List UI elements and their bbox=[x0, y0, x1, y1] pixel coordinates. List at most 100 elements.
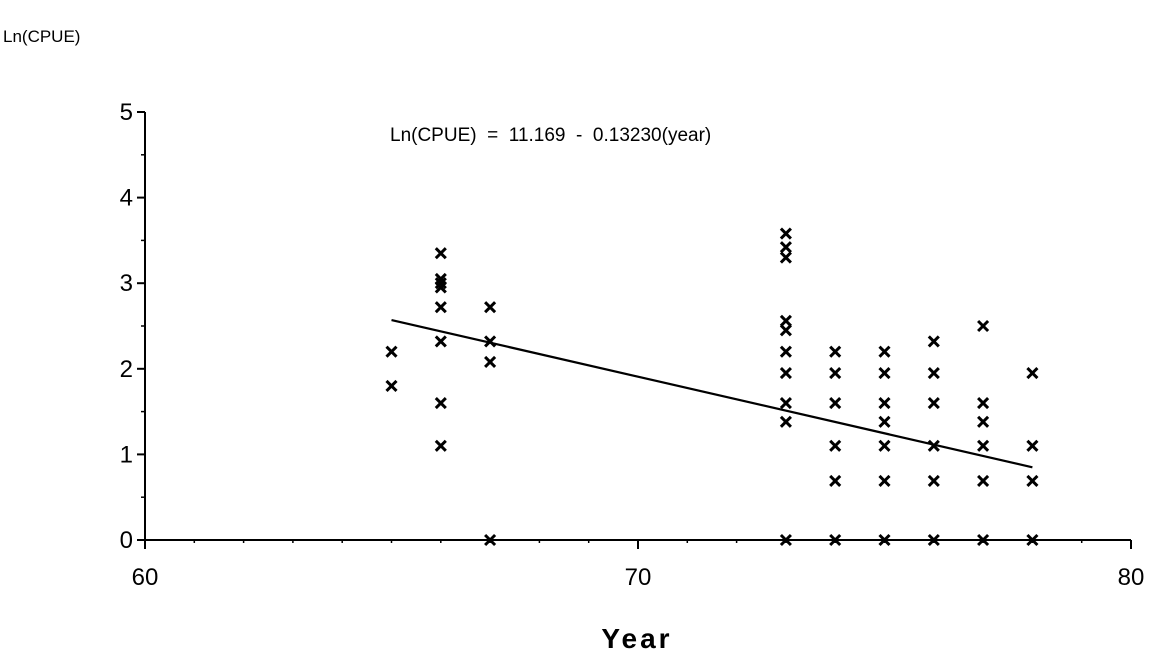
data-point bbox=[484, 335, 497, 348]
marker-stroke bbox=[779, 241, 792, 254]
marker-stroke bbox=[878, 533, 891, 547]
data-point bbox=[829, 367, 842, 380]
data-point bbox=[1026, 367, 1039, 380]
data-point bbox=[1026, 533, 1039, 547]
marker-stroke bbox=[779, 251, 792, 264]
data-points bbox=[385, 227, 1039, 547]
marker-stroke bbox=[878, 439, 891, 452]
data-point bbox=[484, 355, 497, 369]
data-point bbox=[878, 345, 891, 358]
data-point bbox=[434, 396, 447, 410]
regression-line-group bbox=[391, 318, 1033, 469]
marker-stroke bbox=[927, 533, 940, 547]
marker-stroke bbox=[878, 415, 891, 428]
data-point bbox=[385, 345, 398, 358]
marker-stroke bbox=[779, 314, 792, 327]
marker-stroke bbox=[829, 439, 842, 452]
data-point bbox=[434, 277, 447, 290]
data-point bbox=[779, 314, 792, 327]
marker-stroke bbox=[878, 345, 891, 358]
marker-stroke bbox=[977, 319, 990, 333]
marker-stroke bbox=[927, 367, 940, 380]
marker-stroke bbox=[977, 474, 990, 487]
marker-stroke bbox=[434, 439, 447, 452]
data-point bbox=[434, 281, 447, 294]
marker-stroke bbox=[1026, 533, 1039, 547]
marker-stroke bbox=[779, 324, 792, 337]
data-point bbox=[927, 533, 940, 547]
marker-stroke bbox=[829, 345, 842, 358]
x-tick-label: 80 bbox=[1118, 564, 1145, 591]
data-point bbox=[434, 439, 447, 452]
marker-stroke bbox=[434, 277, 447, 290]
y-tick-label: 1 bbox=[120, 441, 133, 468]
x-tick-label: 60 bbox=[132, 564, 159, 591]
data-point bbox=[927, 335, 940, 348]
marker-stroke bbox=[927, 439, 940, 452]
marker-stroke bbox=[927, 474, 940, 487]
data-point bbox=[878, 367, 891, 380]
data-point bbox=[977, 319, 990, 333]
data-point bbox=[829, 396, 842, 410]
marker-stroke bbox=[484, 335, 497, 348]
axis-ticks: 0 1 2 3 4 5 60 70 80 bbox=[120, 99, 1145, 591]
marker-stroke bbox=[434, 396, 447, 410]
data-point bbox=[779, 345, 792, 358]
marker-stroke bbox=[484, 301, 497, 314]
marker-stroke bbox=[927, 335, 940, 348]
data-point bbox=[1026, 474, 1039, 487]
y-axis-label: Ln(CPUE) bbox=[3, 27, 80, 46]
data-point bbox=[927, 439, 940, 452]
marker-stroke bbox=[434, 335, 447, 348]
data-point bbox=[434, 301, 447, 314]
marker-stroke bbox=[779, 227, 792, 240]
data-point bbox=[977, 474, 990, 487]
data-point bbox=[977, 439, 990, 452]
data-point bbox=[977, 533, 990, 547]
marker-stroke bbox=[484, 533, 497, 547]
data-point bbox=[878, 533, 891, 547]
marker-stroke bbox=[878, 396, 891, 410]
data-point bbox=[434, 335, 447, 348]
data-point bbox=[484, 533, 497, 547]
data-point bbox=[779, 324, 792, 337]
marker-stroke bbox=[779, 345, 792, 358]
marker-stroke bbox=[434, 281, 447, 294]
data-point bbox=[977, 415, 990, 428]
marker-stroke bbox=[385, 345, 398, 358]
data-point bbox=[977, 396, 990, 410]
data-point bbox=[829, 474, 842, 487]
marker-stroke bbox=[878, 367, 891, 380]
data-point bbox=[1026, 439, 1039, 452]
y-tick-label: 3 bbox=[120, 270, 133, 297]
marker-stroke bbox=[1026, 474, 1039, 487]
data-point bbox=[434, 247, 447, 260]
y-tick-label: 4 bbox=[120, 185, 133, 212]
data-point bbox=[829, 345, 842, 358]
data-point bbox=[484, 301, 497, 314]
regression-line bbox=[391, 318, 1033, 469]
marker-stroke bbox=[484, 355, 497, 369]
marker-stroke bbox=[829, 367, 842, 380]
marker-stroke bbox=[434, 301, 447, 314]
x-axis-label: Year bbox=[601, 623, 672, 654]
marker-stroke bbox=[977, 439, 990, 452]
y-tick-label: 5 bbox=[120, 99, 133, 126]
marker-stroke bbox=[779, 396, 792, 410]
marker-stroke bbox=[829, 533, 842, 547]
y-tick-label: 0 bbox=[120, 527, 133, 554]
regression-equation: Ln(CPUE) = 11.169 - 0.13230(year) bbox=[390, 125, 711, 146]
marker-stroke bbox=[878, 474, 891, 487]
data-point bbox=[779, 251, 792, 264]
data-point bbox=[829, 439, 842, 452]
data-point bbox=[779, 241, 792, 254]
marker-stroke bbox=[779, 415, 792, 428]
marker-stroke bbox=[1026, 439, 1039, 452]
data-point bbox=[779, 396, 792, 410]
data-point bbox=[878, 474, 891, 487]
data-point bbox=[878, 415, 891, 428]
data-point bbox=[927, 396, 940, 410]
data-point bbox=[779, 533, 792, 547]
marker-stroke bbox=[927, 396, 940, 410]
